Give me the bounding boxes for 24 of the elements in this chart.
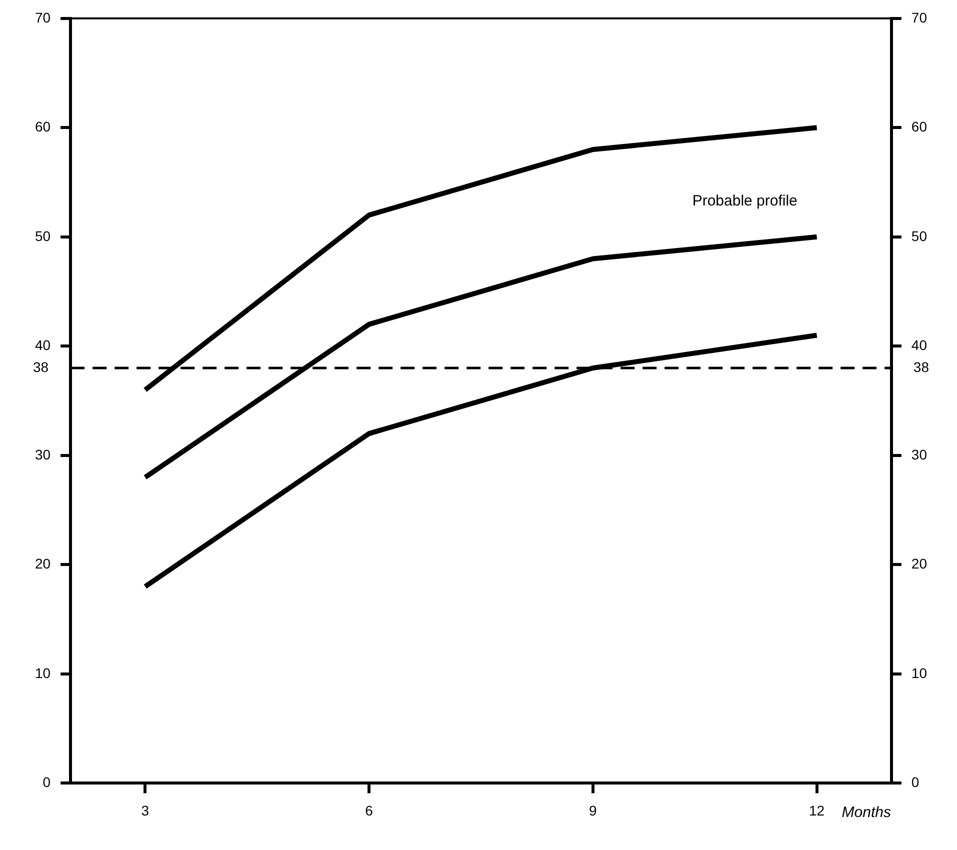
x-tick-label: 3 — [141, 802, 150, 818]
series-label: Probable profile — [692, 192, 798, 210]
y-tick-label: 30 — [34, 446, 51, 462]
y-tick-label: 10 — [34, 664, 51, 681]
y2-tick-label: 50 — [911, 228, 928, 244]
ref-line-label: 38 — [913, 358, 930, 375]
y2-tick-label: 30 — [911, 446, 928, 462]
y2-tick-label: 70 — [911, 9, 928, 26]
y2-tick-label: 40 — [911, 337, 928, 354]
x-tick-label: 9 — [589, 802, 598, 818]
y2-tick-label: 20 — [911, 556, 928, 572]
y-tick-label: 40 — [34, 337, 51, 354]
y-tick-label: 60 — [34, 118, 51, 135]
y2-tick-label: 10 — [911, 664, 928, 681]
y-tick-label: 0 — [42, 774, 51, 790]
y-tick-label: 50 — [34, 228, 51, 244]
y-tick-label: 70 — [34, 9, 51, 26]
y-tick-label: 20 — [34, 556, 51, 572]
x-axis-title: Months — [842, 804, 892, 821]
x-tick-label: 6 — [365, 802, 374, 818]
text: 38 — [32, 358, 49, 375]
y2-tick-label: 0 — [911, 774, 920, 790]
x-tick-label: 12 — [809, 802, 825, 818]
y2-tick-label: 60 — [911, 118, 928, 135]
